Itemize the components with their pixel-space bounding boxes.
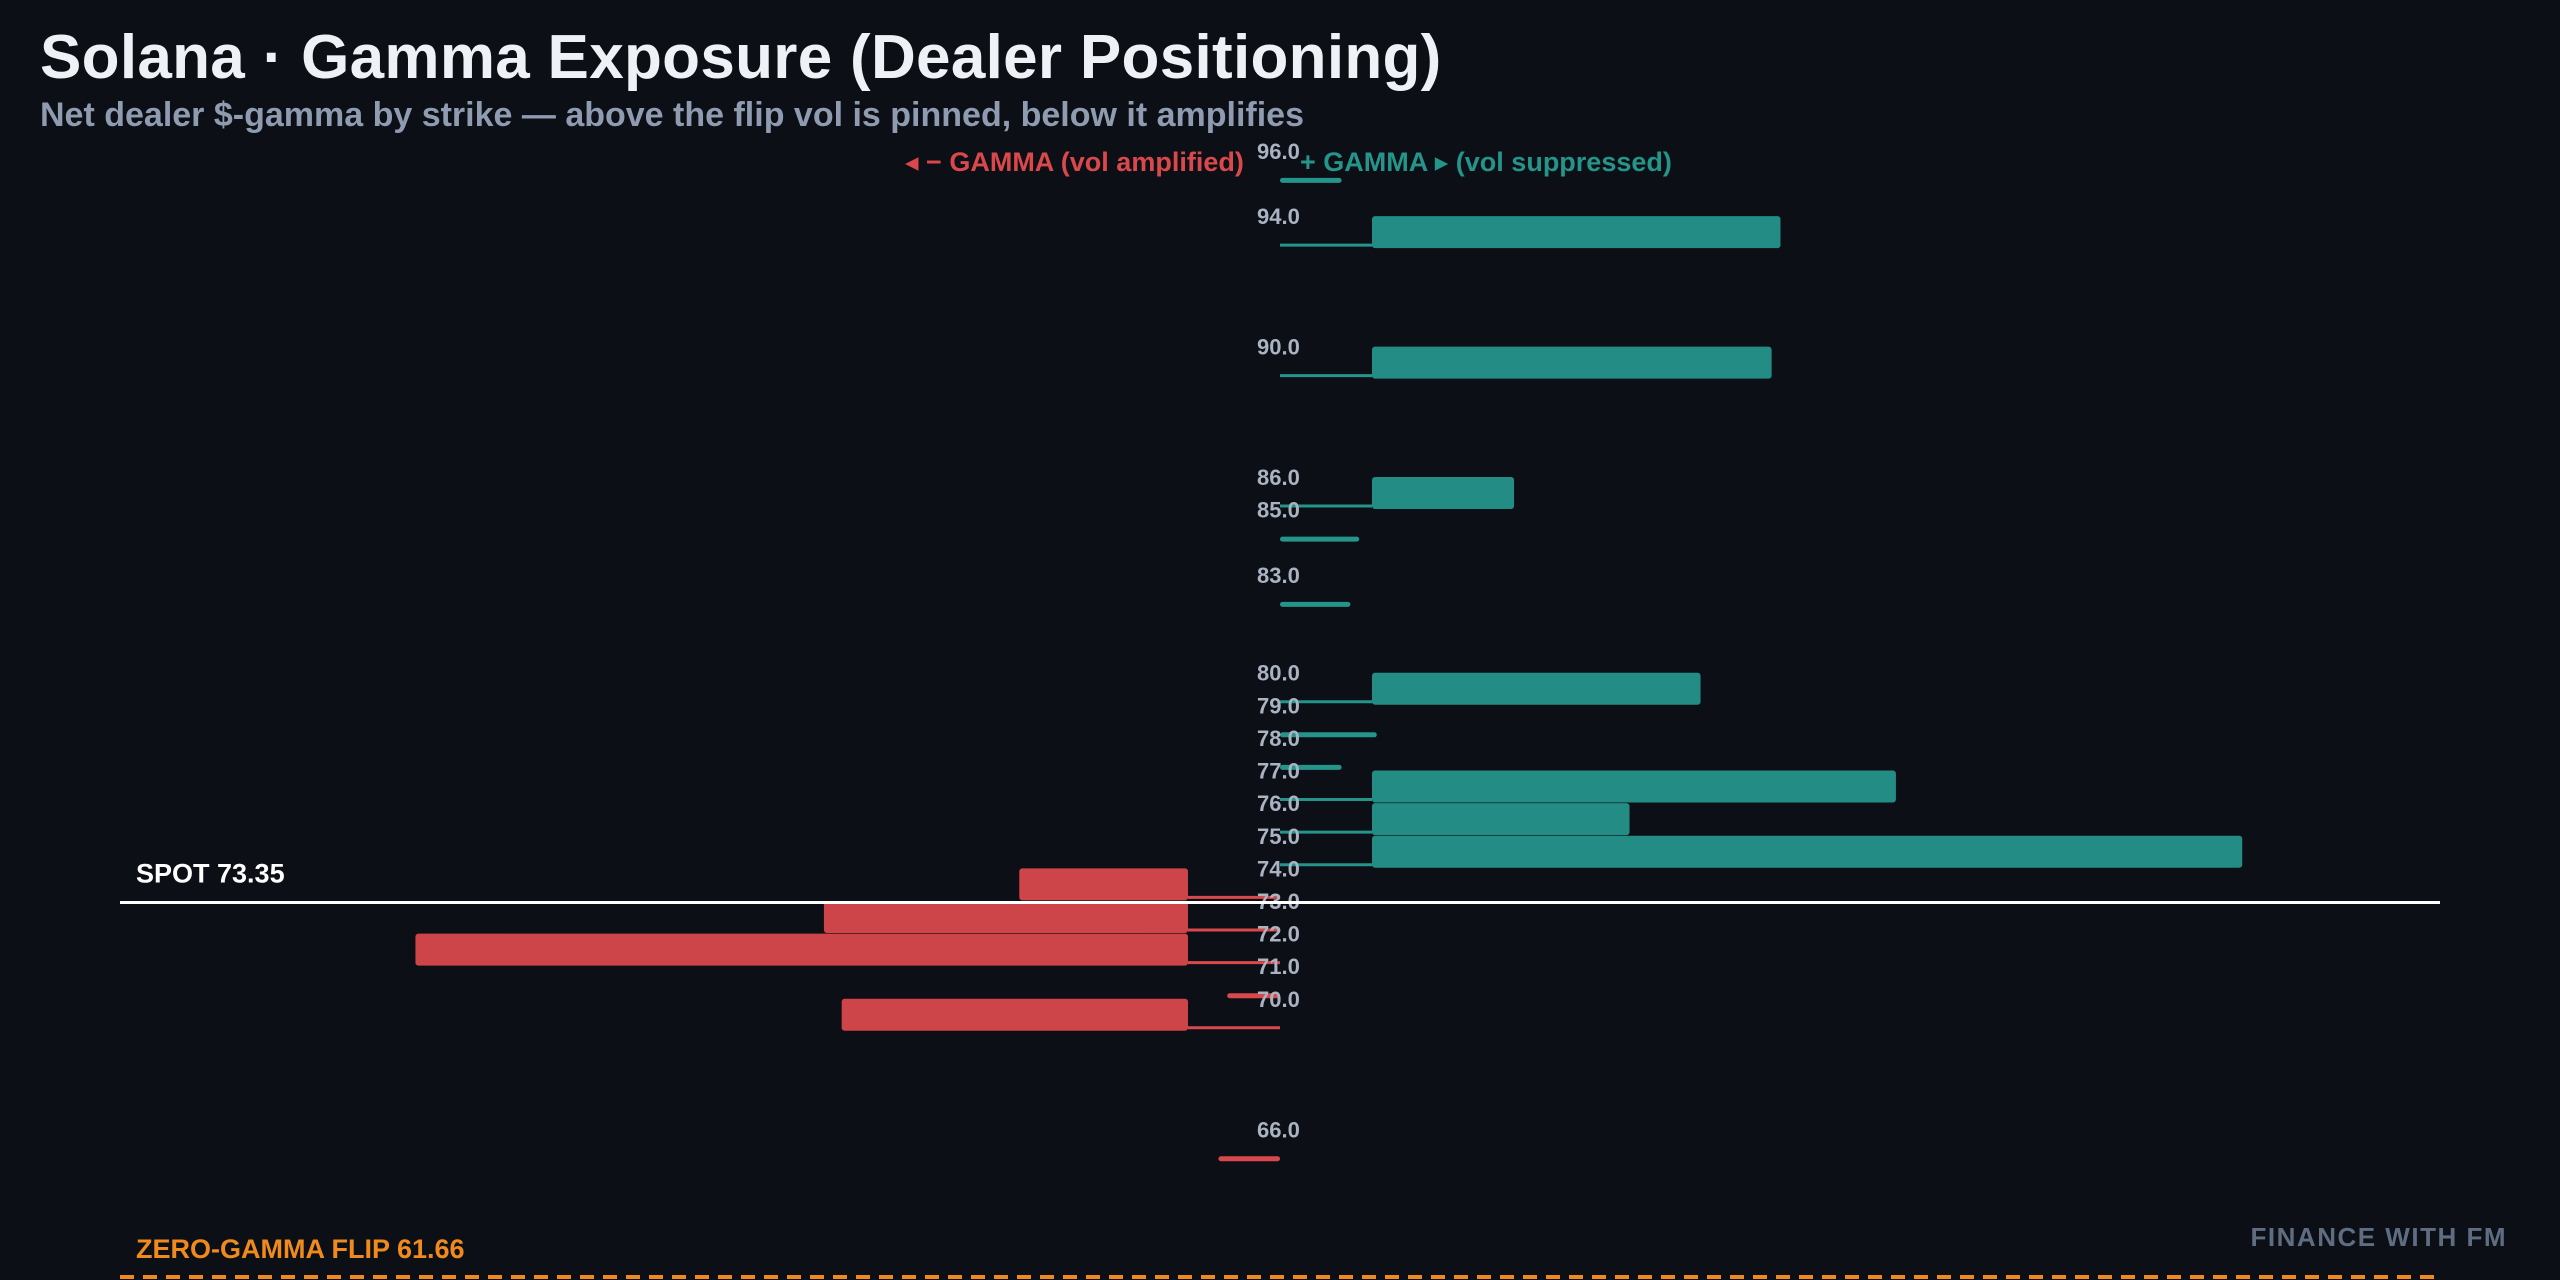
watermark: FINANCE WITH FM	[2250, 1222, 2507, 1252]
positive-gamma-bar	[1372, 803, 1630, 836]
positive-gamma-bar	[1372, 770, 1896, 803]
negative-gamma-bar	[415, 933, 1188, 966]
positive-gamma-bar	[1372, 672, 1701, 705]
positive-gamma-bar	[1280, 732, 1377, 738]
strike-label: 71.0	[1257, 954, 1300, 979]
strike-label: 75.0	[1257, 824, 1300, 849]
positive-gamma-bar	[1372, 216, 1781, 249]
legend-positive-gamma: + GAMMA ▸ (vol suppressed)	[1300, 147, 1672, 177]
strike-label: 78.0	[1257, 726, 1300, 751]
strike-label: 96.0	[1257, 139, 1300, 164]
positive-gamma-bar	[1372, 835, 2243, 868]
legend-negative-gamma: ◂ − GAMMA (vol amplified)	[905, 147, 1244, 177]
negative-gamma-bar	[1019, 868, 1188, 901]
strike-label: 80.0	[1257, 661, 1300, 686]
positive-gamma-bar	[1280, 764, 1342, 770]
strike-label: 86.0	[1257, 465, 1300, 490]
negative-gamma-bar	[1218, 1156, 1280, 1162]
positive-gamma-bar	[1372, 477, 1515, 510]
strike-label: 90.0	[1257, 335, 1300, 360]
strike-label: 85.0	[1257, 498, 1300, 523]
strike-label: 79.0	[1257, 693, 1300, 718]
strike-label: 72.0	[1257, 922, 1300, 947]
negative-gamma-bar	[1227, 993, 1280, 999]
strike-label: 94.0	[1257, 204, 1300, 229]
positive-gamma-bar	[1280, 601, 1351, 607]
negative-gamma-bar	[823, 900, 1188, 933]
strike-label: 70.0	[1257, 987, 1300, 1012]
spot-label: SPOT 73.35	[136, 859, 285, 889]
strike-label: 74.0	[1257, 856, 1300, 881]
positive-gamma-bar	[1372, 346, 1772, 379]
strike-label: 83.0	[1257, 563, 1300, 588]
page-title: Solana · Gamma Exposure (Dealer Position…	[40, 23, 1442, 92]
page-subtitle: Net dealer $-gamma by strike — above the…	[40, 96, 1304, 134]
strike-label: 66.0	[1257, 1117, 1300, 1142]
positive-gamma-bar	[1280, 177, 1342, 183]
positive-gamma-bar	[1280, 536, 1360, 542]
strike-label: 76.0	[1257, 791, 1300, 816]
negative-gamma-bar	[841, 998, 1188, 1031]
zero-gamma-flip-label: ZERO-GAMMA FLIP 61.66	[136, 1234, 465, 1264]
strike-label: 77.0	[1257, 759, 1300, 784]
